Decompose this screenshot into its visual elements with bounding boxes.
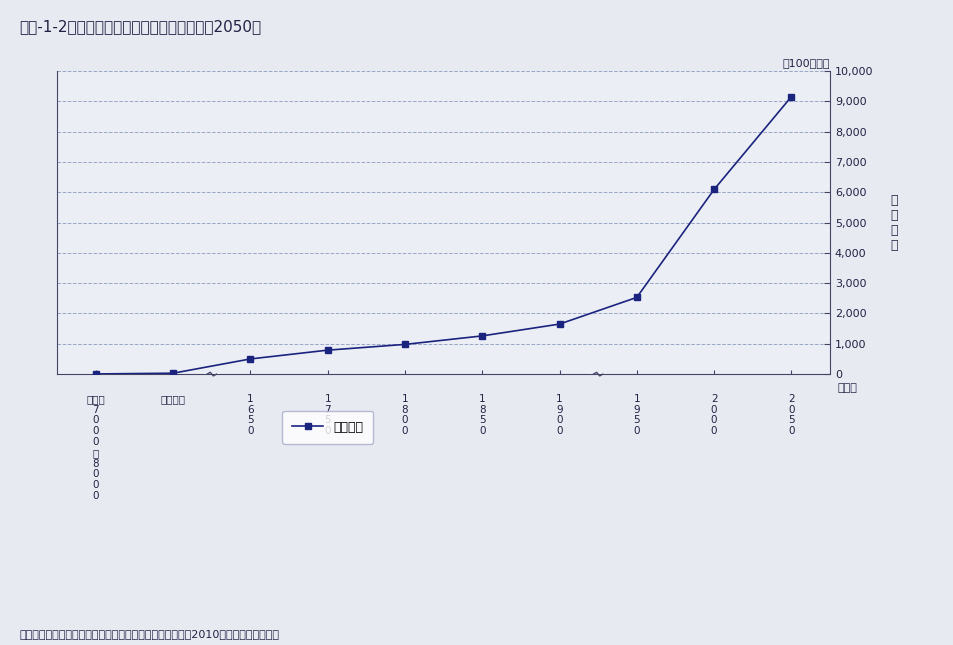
Text: 2
0
5
0: 2 0 5 0	[787, 394, 794, 436]
Text: 紀元前
7
0
0
0
～
8
0
0
0: 紀元前 7 0 0 0 ～ 8 0 0 0	[87, 394, 105, 501]
推計人口	[553, 320, 564, 328]
推計人口	[244, 355, 255, 362]
Legend: 推計人口: 推計人口	[282, 411, 373, 444]
Text: 図序-1-2　世界人口の推移と推計：紀元前～2050年: 図序-1-2 世界人口の推移と推計：紀元前～2050年	[19, 19, 261, 34]
推計人口	[476, 332, 487, 340]
推計人口	[90, 370, 101, 378]
Text: 1
7
5
0: 1 7 5 0	[324, 394, 331, 436]
Text: 2
0
0
0: 2 0 0 0	[710, 394, 717, 436]
推計人口	[631, 293, 642, 301]
推計人口	[398, 341, 410, 348]
Text: 資料：国立社会保障・人口問題研究所「人口統計資料集（2010）」より環境省作成: 資料：国立社会保障・人口問題研究所「人口統計資料集（2010）」より環境省作成	[19, 628, 279, 639]
Text: 1
9
5
0: 1 9 5 0	[633, 394, 639, 436]
推計人口	[321, 346, 334, 354]
推計人口	[707, 186, 719, 194]
Text: （年）: （年）	[837, 383, 857, 393]
Text: 1
8
5
0: 1 8 5 0	[478, 394, 485, 436]
推計人口	[168, 370, 179, 377]
Text: 1
9
0
0: 1 9 0 0	[556, 394, 562, 436]
Text: 1
8
0
0: 1 8 0 0	[401, 394, 408, 436]
Y-axis label: 推
計
人
口: 推 計 人 口	[889, 194, 897, 252]
Text: 1
6
5
0: 1 6 5 0	[247, 394, 253, 436]
Text: 西暦元年: 西暦元年	[160, 394, 186, 404]
Line: 推計人口: 推計人口	[92, 94, 794, 377]
Text: （100万人）: （100万人）	[781, 58, 829, 68]
推計人口	[785, 93, 797, 101]
